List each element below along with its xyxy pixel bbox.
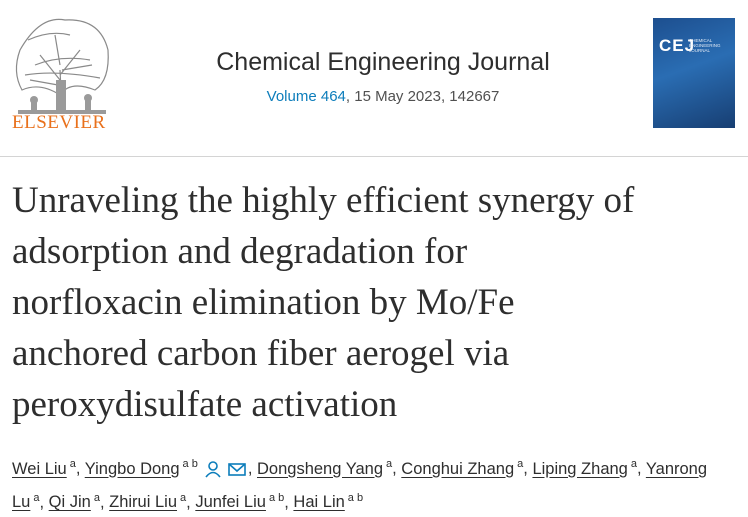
article-title: Unraveling the highly efficient synergy … — [12, 175, 634, 430]
author-name[interactable]: Junfei Liu — [195, 493, 266, 511]
title-line: adsorption and degradation for — [12, 231, 468, 272]
author-entry: Hai Lin a b — [293, 491, 364, 512]
affiliation-marker[interactable]: a — [33, 491, 40, 504]
affiliation-marker[interactable]: a b — [347, 491, 364, 504]
author-entry: Yingbo Dong a b — [84, 458, 248, 478]
author-entry: Yanrong Lu a — [12, 460, 707, 512]
affiliation-marker[interactable]: a — [386, 458, 393, 470]
author-separator: , — [523, 459, 533, 478]
cover-title: CEJ — [659, 36, 696, 55]
author-entry: Wei Liu a — [12, 458, 76, 478]
journal-name[interactable]: Chemical Engineering Journal — [216, 48, 550, 76]
title-line: peroxydisulfate activation — [12, 384, 398, 425]
author-name[interactable]: Yanrong Lu — [12, 459, 708, 512]
author-entry: Zhirui Liu a — [109, 491, 187, 512]
author-entry: Dongsheng Yang a — [257, 458, 393, 478]
author-name[interactable]: Qi Jin — [48, 493, 91, 511]
author-separator: , — [99, 493, 110, 511]
corresponding-author-icons[interactable] — [204, 460, 248, 478]
author-name[interactable]: Dongsheng Yang — [257, 459, 383, 478]
author-list: Wei Liu a, Yingbo Dong a b, Dongsheng Yang… — [12, 450, 740, 517]
author-separator: , — [186, 493, 196, 511]
affiliation-marker[interactable]: a — [517, 458, 524, 470]
publisher-name: ELSEVIER — [12, 112, 106, 133]
affiliation-marker[interactable]: a b — [182, 458, 198, 470]
title-line: Unraveling the highly efficient synergy … — [12, 180, 635, 221]
affiliation-marker[interactable]: a — [93, 491, 100, 504]
author-name[interactable]: Yingbo Dong — [84, 459, 180, 478]
author-name[interactable]: Conghui Zhang — [401, 459, 515, 478]
journal-cover[interactable]: CEJ CHEMICAL ENGINEERING JOURNAL — [653, 18, 735, 128]
affiliation-marker[interactable]: a — [69, 458, 76, 470]
author-separator: , — [75, 459, 85, 478]
affiliation-marker[interactable]: a b — [268, 491, 285, 504]
author-name[interactable]: Zhirui Liu — [109, 493, 178, 511]
author-separator: , — [247, 459, 257, 478]
author-name[interactable]: Liping Zhang — [532, 459, 628, 478]
author-name[interactable]: Hai Lin — [293, 493, 345, 511]
volume-link[interactable]: Volume 464 — [266, 88, 346, 105]
affiliation-marker[interactable]: a — [630, 458, 637, 470]
author-name[interactable]: Wei Liu — [12, 459, 67, 478]
author-entry: Qi Jin a — [48, 491, 100, 512]
publisher-logo — [15, 18, 109, 114]
author-entry: Liping Zhang a — [532, 458, 637, 478]
author-separator: , — [392, 459, 402, 478]
author-entry: Junfei Liu a b — [195, 491, 285, 512]
author-entry: Conghui Zhang a — [401, 458, 524, 478]
cover-subtitle: CHEMICAL ENGINEERING JOURNAL — [689, 38, 721, 53]
author-separator: , — [39, 493, 49, 511]
affiliation-marker[interactable]: a — [180, 491, 187, 504]
divider — [0, 156, 748, 157]
title-line: anchored carbon fiber aerogel via — [12, 333, 510, 374]
issue-info: Volume 464, 15 May 2023, 142667 — [150, 88, 616, 105]
author-separator: , — [636, 459, 646, 478]
issue-details: , 15 May 2023, 142667 — [345, 88, 500, 105]
title-line: norfloxacin elimination by Mo/Fe — [12, 282, 515, 323]
author-separator: , — [284, 493, 294, 511]
